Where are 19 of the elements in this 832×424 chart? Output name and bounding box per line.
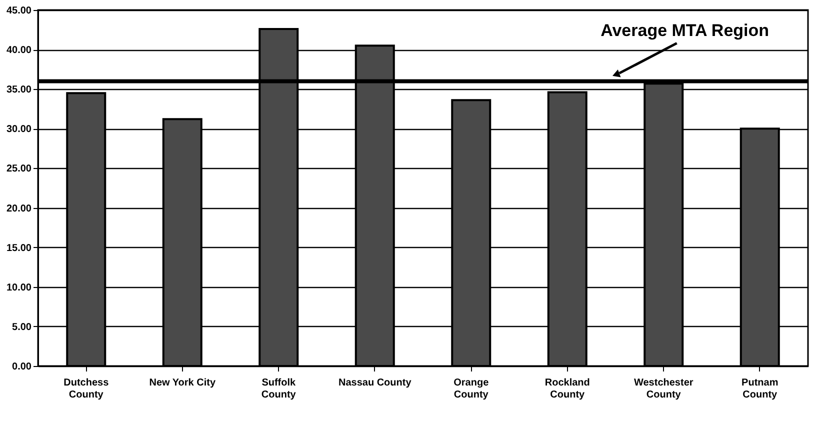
- y-tick-label: 10.00: [6, 282, 32, 294]
- x-tick-label: Westchester County: [634, 378, 694, 400]
- x-tick-label: Putnam County: [742, 378, 778, 400]
- y-tick-label: 35.00: [6, 84, 32, 96]
- y-tick-label: 5.00: [12, 322, 32, 333]
- x-tick-label: Suffolk County: [261, 378, 296, 400]
- x-tick-label: Nassau County: [338, 378, 412, 388]
- x-tick-label: Orange County: [454, 378, 490, 400]
- y-tick-label: 25.00: [6, 164, 32, 175]
- x-tick-label: Rockland County: [544, 378, 590, 400]
- y-tick-label: 45.00: [6, 6, 32, 16]
- ref-line-label: Average MTA Region: [600, 21, 770, 40]
- x-tick-label: New York City: [149, 378, 216, 388]
- y-tick-label: 20.00: [6, 203, 32, 214]
- x-tick-label: Dutchess County: [64, 378, 110, 400]
- y-tick-label: 40.00: [6, 45, 32, 56]
- y-tick-label: 0.00: [12, 362, 32, 372]
- y-tick-label: 15.00: [6, 242, 32, 254]
- y-tick-label: 30.00: [6, 124, 32, 136]
